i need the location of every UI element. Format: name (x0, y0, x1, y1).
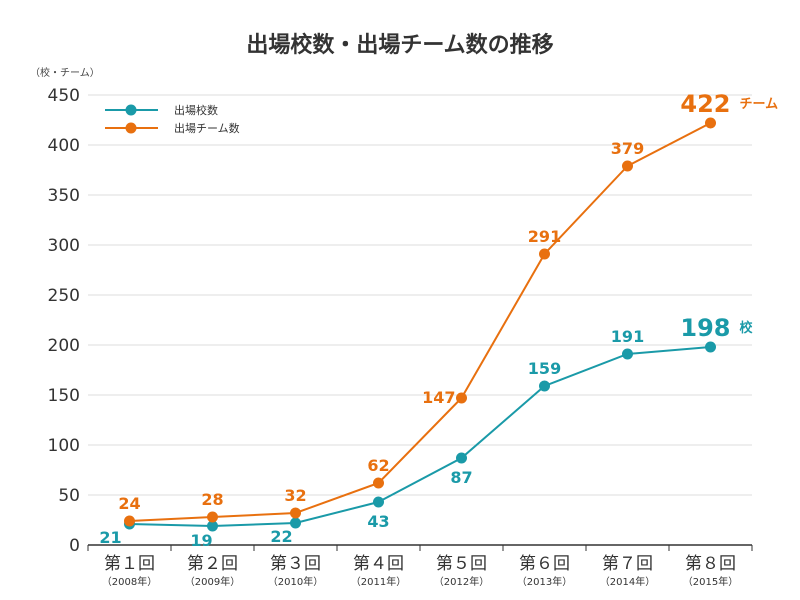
data-point (373, 496, 384, 508)
x-tick-label: 第８回 (685, 554, 736, 574)
x-tick-sublabel: （2010年） (268, 575, 323, 588)
final-unit-label: チーム (740, 97, 779, 112)
data-point (539, 248, 550, 260)
x-tick-label: 第６回 (519, 554, 570, 574)
data-label: 159 (528, 359, 561, 378)
data-label: 22 (270, 527, 292, 546)
data-point (539, 380, 550, 392)
data-point (124, 515, 135, 527)
data-label: 62 (367, 456, 389, 475)
legend-swatch-marker (125, 122, 137, 134)
y-tick-label: 150 (48, 386, 80, 406)
data-label: 21 (99, 528, 121, 547)
legend-label: 出場校数 (174, 103, 218, 117)
y-tick-label: 0 (69, 536, 80, 556)
grid-lines (88, 94, 752, 496)
x-tick-sublabel: （2013年） (517, 575, 572, 588)
final-unit-label: 校 (740, 320, 754, 336)
y-tick-label: 200 (48, 336, 80, 356)
x-tick-sublabel: （2011年） (351, 575, 406, 588)
data-label: 147 (422, 388, 455, 407)
data-point (290, 507, 301, 519)
series-1: 21 19 22 43 87 159 191 198 校 (99, 314, 753, 550)
y-tick-label: 100 (48, 436, 80, 456)
data-label: 28 (201, 490, 223, 509)
series-line (129, 122, 711, 522)
data-label: 291 (528, 227, 561, 246)
y-tick-labels: 0 50 100 150 200 250 300 350 400 450 (48, 86, 80, 556)
final-value-label: 198 (680, 314, 730, 342)
data-label: 87 (450, 468, 472, 487)
y-tick-label: 350 (48, 186, 80, 206)
x-tick-label: 第７回 (602, 554, 653, 574)
series: 21 19 22 43 87 159 191 198 校 24 28 32 62 147 291 379 422… (99, 90, 778, 550)
axes (87, 544, 753, 551)
series-2: 24 28 32 62 147 291 379 422 チーム (118, 90, 778, 527)
y-tick-label: 300 (48, 236, 80, 256)
data-point (207, 511, 218, 523)
legend-item: 出場チーム数 (105, 121, 240, 135)
data-label: 379 (611, 139, 644, 158)
chart-title: 出場校数・出場チーム数の推移 (246, 32, 553, 58)
y-tick-label: 250 (48, 286, 80, 306)
data-label: 19 (190, 531, 212, 550)
x-tick-label: 第５回 (436, 554, 487, 574)
final-value-label: 422 (680, 90, 730, 118)
data-point (290, 517, 301, 529)
x-tick-sublabel: （2015年） (683, 575, 738, 588)
data-label: 24 (118, 494, 140, 513)
data-point (456, 452, 467, 464)
x-tick-label: 第１回 (104, 554, 155, 574)
y-axis-unit-label: （校・チーム） (30, 66, 100, 79)
legend-label: 出場チーム数 (174, 121, 240, 135)
x-tick-label: 第２回 (187, 554, 238, 574)
x-tick-sublabel: （2009年） (185, 575, 240, 588)
legend-item: 出場校数 (105, 103, 218, 117)
x-tick-sublabel: （2014年） (600, 575, 655, 588)
data-point (456, 392, 467, 404)
data-point (373, 477, 384, 489)
data-point (622, 160, 633, 172)
y-tick-label: 450 (48, 86, 80, 106)
data-label: 191 (611, 327, 644, 346)
data-label: 32 (284, 486, 306, 505)
data-label: 43 (367, 512, 389, 531)
data-point (207, 520, 218, 532)
series-line (129, 346, 711, 528)
legend-swatch-marker (125, 104, 137, 116)
x-tick-sublabel: （2008年） (102, 575, 157, 588)
y-tick-label: 50 (58, 486, 80, 506)
data-point (622, 348, 633, 360)
data-point (705, 341, 716, 353)
x-tick-label: 第３回 (270, 554, 321, 574)
x-tick-labels: 第１回（2008年） 第２回（2009年） 第３回（2010年） 第４回（2011年）… (102, 554, 738, 588)
x-tick-sublabel: （2012年） (434, 575, 489, 588)
y-tick-label: 400 (48, 136, 80, 156)
x-tick-label: 第４回 (353, 554, 404, 574)
data-point (705, 117, 716, 129)
